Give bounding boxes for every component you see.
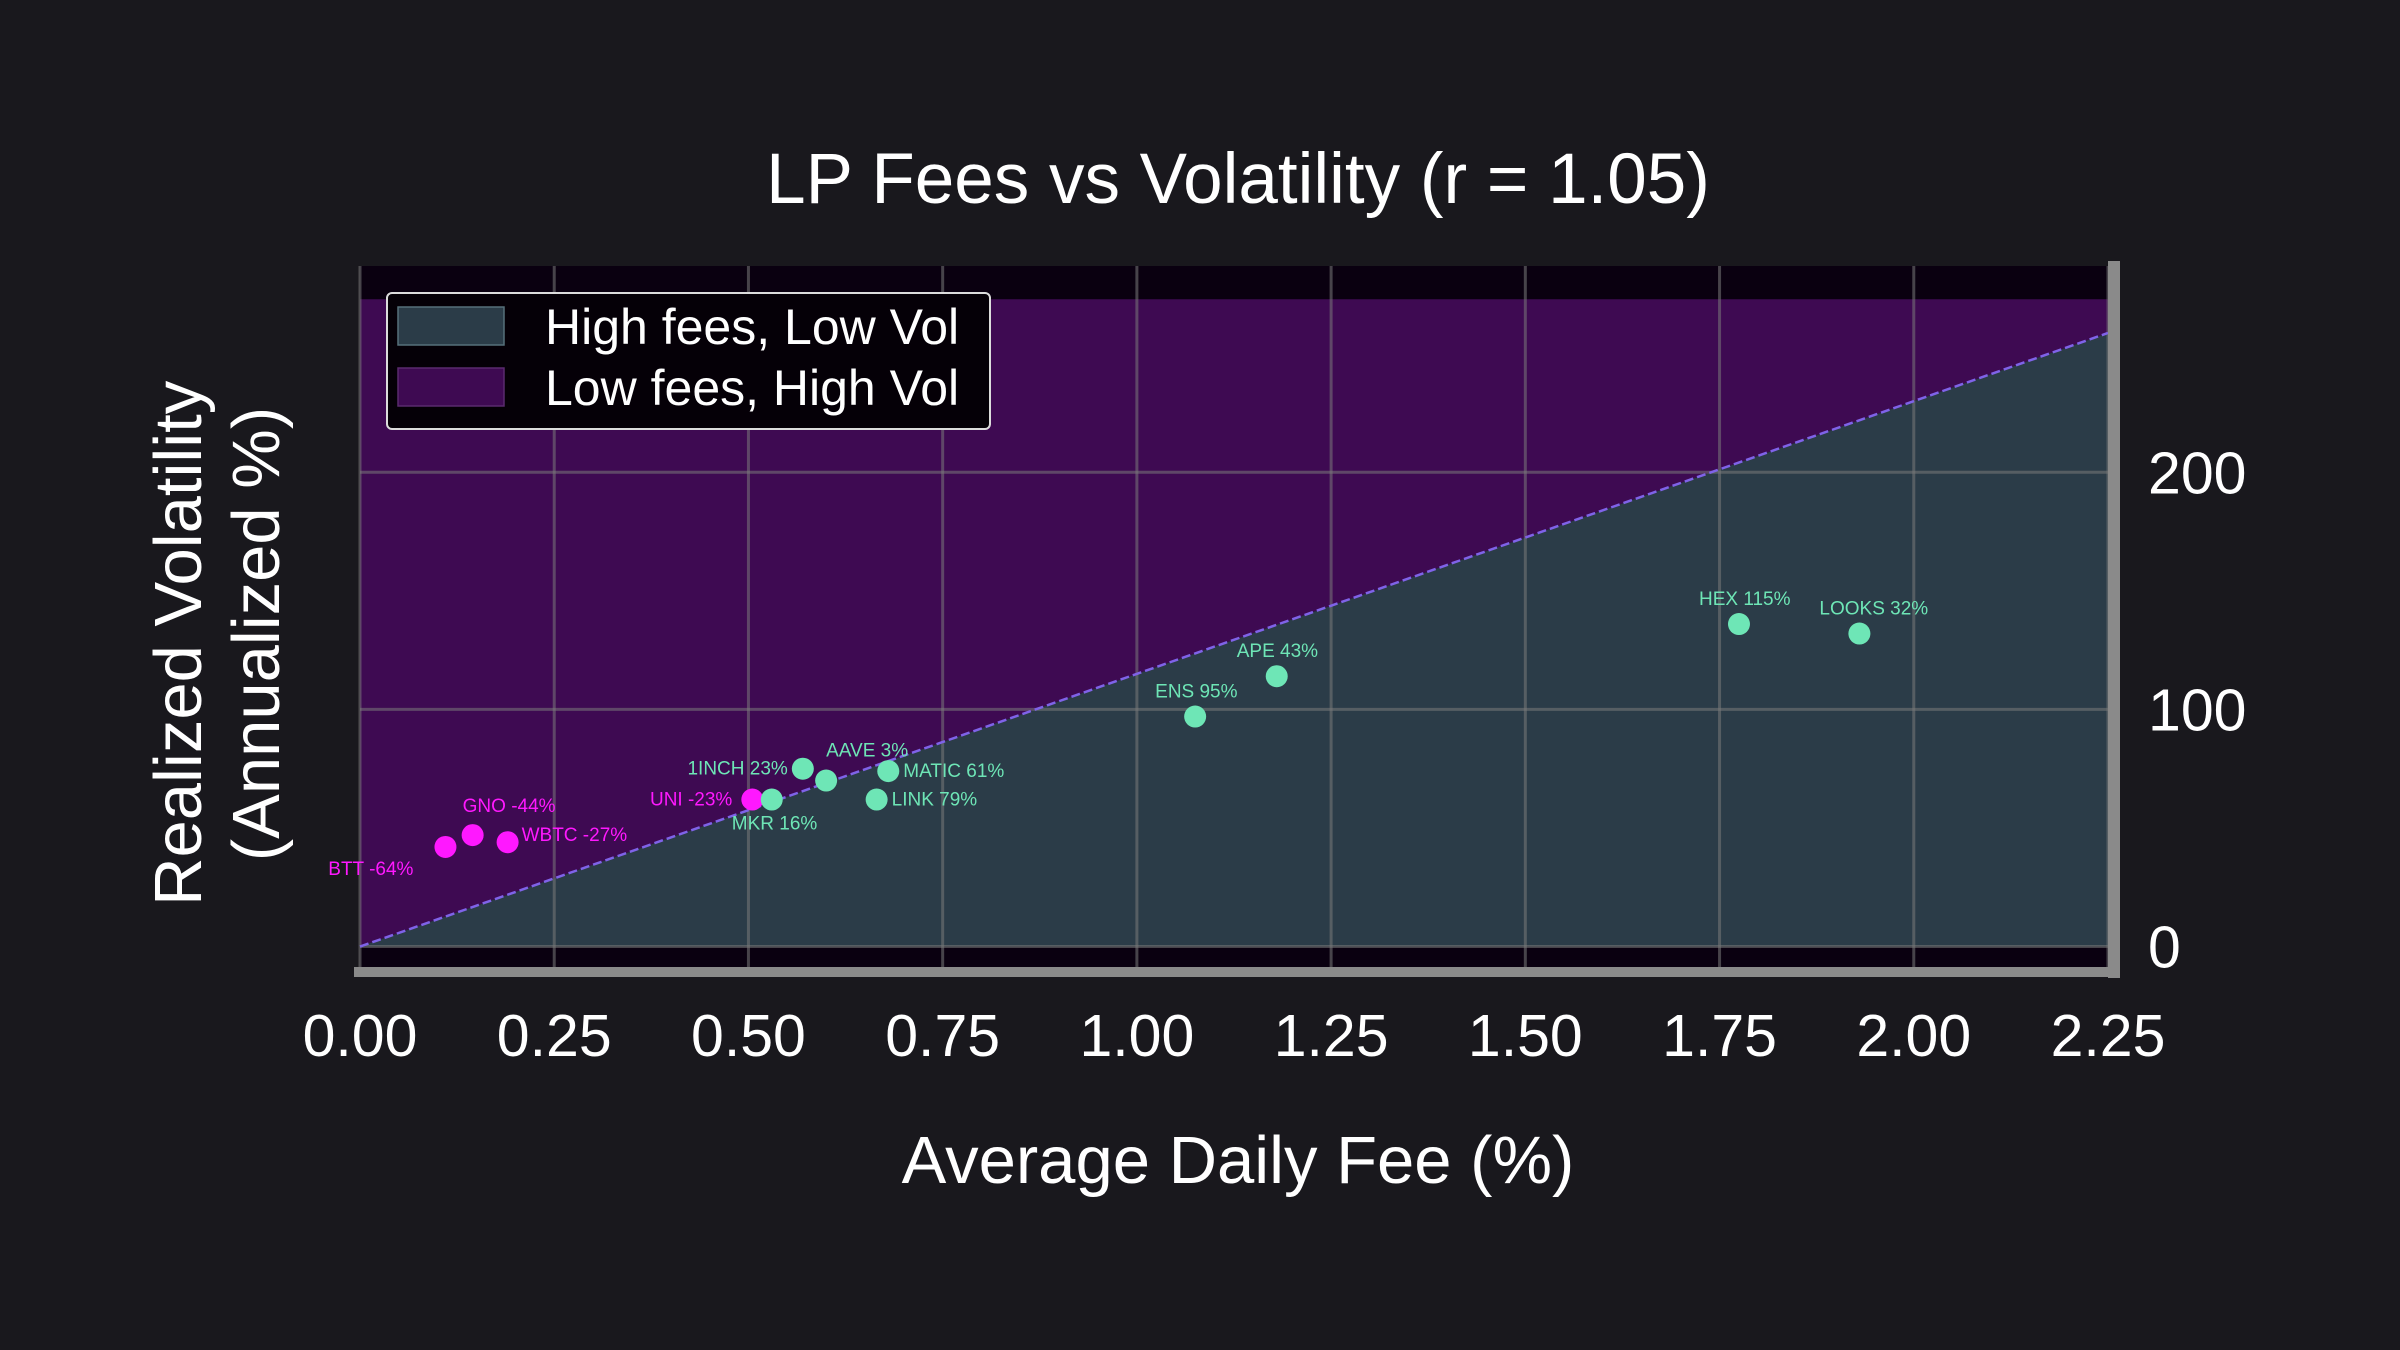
data-point-mkr [760,788,783,811]
x-tick-label: 2.25 [2051,1003,2166,1069]
data-label-ens: ENS 95% [1155,682,1237,703]
y-tick-label: 0 [2148,915,2181,981]
y-axis-title-line-2: (Annualized %) [219,407,294,861]
legend-box [386,292,991,430]
data-label-btt: BTT -64% [328,859,413,880]
data-point-1inch [791,757,814,780]
x-tick-label: 1.25 [1274,1003,1389,1069]
data-point-btt [434,835,457,858]
data-point-ape [1265,665,1288,688]
data-label-uni: UNI -23% [650,790,732,811]
legend-label-high-fees: High fees, Low Vol [545,299,959,355]
data-label-1inch: 1INCH 23% [687,759,787,780]
data-label-ape: APE 43% [1237,641,1318,662]
data-label-matic: MATIC 61% [903,761,1004,782]
x-tick-label: 0.00 [303,1003,418,1069]
data-label-gno: GNO -44% [463,796,556,817]
data-point-gno [461,824,484,847]
x-tick-label: 0.75 [885,1003,1000,1069]
legend-swatch-high-fees [397,306,505,346]
x-tick-label: 0.50 [691,1003,806,1069]
x-tick-label: 1.00 [1079,1003,1194,1069]
x-tick-label: 0.25 [497,1003,612,1069]
x-tick-label: 2.00 [1856,1003,1971,1069]
legend-label-low-fees: Low fees, High Vol [545,360,959,416]
legend: High fees, Low Vol Low fees, High Vol [386,292,991,430]
data-point-aave [815,769,838,792]
legend-swatch-low-fees [397,367,505,407]
data-label-link: LINK 79% [892,790,978,811]
x-tick-label: 1.50 [1468,1003,1583,1069]
data-point-hex [1727,613,1750,636]
x-axis-title: Average Daily Fee (%) [902,1123,1575,1198]
data-label-wbtc: WBTC -27% [522,825,628,846]
chart-title: LP Fees vs Volatility (r = 1.05) [766,140,1710,219]
reference-line [359,331,2109,948]
y-axis-title-line-1: Realized Volatility [141,380,216,906]
data-point-link [865,788,888,811]
y-tick-label: 200 [2148,440,2246,506]
y-tick-label: 100 [2148,677,2246,743]
data-point-ens [1184,705,1207,728]
data-label-aave: AAVE 3% [826,741,908,762]
data-point-looks [1848,622,1871,645]
region-low-fees-high-vol [360,299,2108,947]
data-label-hex: HEX 115% [1699,589,1791,610]
data-point-wbtc [496,831,519,854]
data-label-looks: LOOKS 32% [1819,599,1928,620]
data-point-uni [741,788,764,811]
x-tick-label: 1.75 [1662,1003,1777,1069]
y-axis-title: Realized Volatility (Annualized %) [141,362,294,906]
data-point-matic [877,760,900,783]
data-label-mkr: MKR 16% [732,814,818,835]
